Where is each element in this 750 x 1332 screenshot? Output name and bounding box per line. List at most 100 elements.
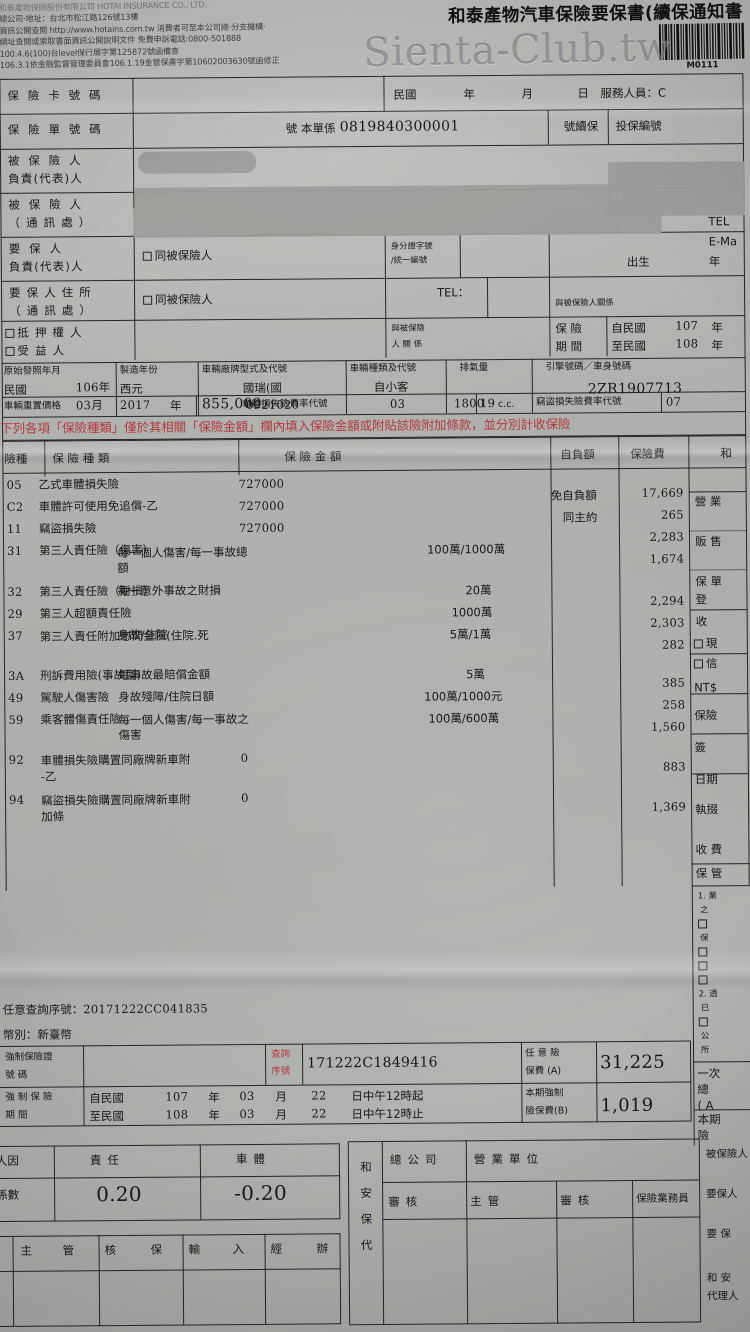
right-note-place: 所 bbox=[700, 1044, 710, 1055]
coverage-name: 車體損失險購置同廠牌新車附 -乙 bbox=[40, 752, 191, 784]
approval-cell-4: 保 bbox=[150, 1242, 164, 1257]
right-col-license: 執掇 bbox=[695, 802, 719, 817]
compulsory-premium-label-1: 本期強制 bbox=[525, 1087, 564, 1099]
beneficiary-label: 受 益 人 bbox=[5, 343, 65, 358]
coverage-header-amount: 保 險 金 額 bbox=[284, 449, 342, 464]
sig-agent-label-2: 代理人 bbox=[706, 1290, 739, 1303]
branch-label: 營 業 單 位 bbox=[473, 1151, 540, 1167]
period-to-year: 108 bbox=[675, 336, 699, 351]
coverage-premium: 2,303 bbox=[650, 615, 685, 630]
vehicle-header-made: 製造年份 bbox=[119, 364, 158, 376]
theft-rate-code-value: 07 bbox=[665, 394, 682, 409]
factor-label-2: 係數 bbox=[0, 1187, 20, 1202]
mortgagee-label: 抵 押 權 人 bbox=[5, 325, 83, 340]
note-checkbox-5[interactable] bbox=[698, 1017, 708, 1027]
coverage-amount: 5萬 bbox=[466, 667, 485, 682]
insured-addr-line1: 被 保 險 人 bbox=[8, 197, 84, 212]
factor-liability-value: 0.20 bbox=[96, 1181, 142, 1207]
applicant-label-line2: 負責(代表)人 bbox=[8, 259, 84, 274]
coverage-name: 竊盜損失險購置同廠牌新車附 加條 bbox=[40, 792, 191, 824]
audit-label-3: 審 核 bbox=[560, 1193, 591, 1208]
applicant-addr-line2: （ 通 訊 處 ） bbox=[9, 303, 93, 318]
beneficiary-checkbox[interactable] bbox=[5, 346, 15, 356]
brand-name: 國瑞(國 bbox=[242, 380, 282, 396]
compulsory-to-month: 03 bbox=[239, 1106, 255, 1122]
factor-liability-label: 責 任 bbox=[89, 1153, 121, 1168]
compulsory-from-month-unit: 月 bbox=[275, 1089, 287, 1104]
vehicle-header-type: 車輛種類及代號 bbox=[349, 362, 417, 375]
coverage-premium: 258 bbox=[662, 697, 686, 712]
table-row: 05 bbox=[6, 477, 22, 492]
factor-frame bbox=[0, 1143, 341, 1223]
credit-checkbox[interactable] bbox=[693, 659, 704, 669]
made-year-unit: 年 bbox=[169, 398, 182, 413]
table-row: 31 bbox=[7, 543, 23, 558]
applicant-addr-same-as-insured[interactable]: 同被保險人 bbox=[143, 292, 213, 307]
tel-label: TEL： bbox=[437, 285, 470, 300]
right-col-sign: 簽 bbox=[694, 740, 707, 755]
license-month: 03月 bbox=[75, 398, 104, 413]
coverage-name: 車體許可使用免追償-乙 bbox=[38, 498, 158, 514]
query-no-label-2: 序號 bbox=[271, 1065, 291, 1077]
cash-checkbox[interactable] bbox=[693, 639, 703, 649]
compulsory-from-month: 03 bbox=[239, 1088, 255, 1104]
body-rate-code-label: 車體損失險費率代號 bbox=[241, 398, 328, 411]
coverage-name: 駕駛人傷害險 bbox=[40, 690, 110, 705]
coverage-name: 竊盜損失險 bbox=[38, 521, 97, 536]
right-col-policy: 保 單 bbox=[695, 574, 723, 589]
compulsory-to-time: 日中午12時止 bbox=[351, 1106, 424, 1122]
insured-label-line1: 被 保 險 人 bbox=[7, 153, 84, 168]
right-note-chk-3 bbox=[698, 961, 710, 972]
audit-label-4: 保險業務員 bbox=[636, 1192, 689, 1205]
id-label-line2: /統一編號 bbox=[390, 254, 428, 265]
table-row: 49 bbox=[8, 690, 24, 705]
note-checkbox-2[interactable] bbox=[698, 947, 708, 957]
same-as-insured-checkbox-2[interactable] bbox=[143, 295, 153, 305]
tel-right-label: TEL bbox=[708, 214, 730, 229]
relation-label-2b: 人 關 係 bbox=[391, 338, 422, 349]
approval-cell-2: 管 bbox=[62, 1243, 76, 1258]
table-row: 59 bbox=[8, 712, 24, 727]
note-checkbox-4[interactable] bbox=[698, 975, 708, 985]
replacement-price-label: 車輛重置價格 bbox=[3, 400, 62, 412]
compulsory-to-day: 22 bbox=[311, 1106, 327, 1121]
made-year: 2017 bbox=[119, 397, 151, 412]
coverage-amount: 100萬/1000元 bbox=[424, 689, 503, 704]
approval-cell-6: 入 bbox=[232, 1242, 246, 1257]
birth-label: 出生 bbox=[626, 254, 650, 270]
agent-vertical-label: 和安保代 bbox=[360, 1160, 373, 1253]
right-note-chk-2 bbox=[698, 947, 710, 958]
approval-cell-3: 核 bbox=[104, 1243, 118, 1258]
voluntary-premium-label-1: 任 意 險 bbox=[525, 1047, 560, 1059]
query-no-value: 171222C1849416 bbox=[307, 1054, 438, 1072]
coverage-name: 第三人超額責任險 bbox=[39, 605, 132, 621]
coverage-premium: 1,369 bbox=[651, 799, 687, 814]
right-note-1b: 之 bbox=[699, 904, 709, 915]
right-note-2: 2. 透 bbox=[698, 988, 718, 999]
policy-number-value: 0819840300001 bbox=[339, 118, 460, 136]
right-note-1c: 保 bbox=[700, 932, 709, 943]
factor-label-1: 人因 bbox=[0, 1153, 19, 1168]
same-as-insured-checkbox-1[interactable] bbox=[142, 251, 152, 261]
total-a-label-2: 總 bbox=[697, 1082, 709, 1097]
applicant-same-as-insured[interactable]: 同被保險人 bbox=[142, 248, 212, 263]
table-row: C2 bbox=[6, 499, 24, 514]
note-checkbox-1[interactable] bbox=[698, 919, 708, 929]
compulsory-to-prefix: 至民國 bbox=[89, 1108, 125, 1124]
compulsory-cert-label-2: 號 碼 bbox=[5, 1069, 28, 1081]
vehicle-header-license: 原始發照年月 bbox=[3, 365, 61, 377]
coverage-premium: 2,294 bbox=[650, 593, 685, 608]
coverage-premium: 282 bbox=[661, 637, 685, 652]
coverage-basis: 每一個人傷害/每一事故之 傷害 bbox=[118, 711, 249, 742]
compulsory-cert-label-1: 強制保險證 bbox=[5, 1051, 53, 1063]
right-note-1: 1. 業 bbox=[697, 890, 717, 901]
mortgagee-checkbox[interactable] bbox=[5, 328, 15, 338]
vehicle-header-brand: 車輛廠牌型式及代號 bbox=[201, 363, 288, 376]
factor-body-label: 車 體 bbox=[235, 1151, 267, 1167]
note-checkbox-3[interactable] bbox=[698, 961, 708, 971]
enroll-label: 投保編號 bbox=[615, 118, 662, 134]
redaction-insured-addr bbox=[133, 203, 662, 238]
displacement-unit: c.c. bbox=[497, 398, 515, 411]
right-col-nt: NT$ bbox=[694, 680, 718, 695]
compulsory-period-label-2: 期 間 bbox=[5, 1109, 28, 1121]
